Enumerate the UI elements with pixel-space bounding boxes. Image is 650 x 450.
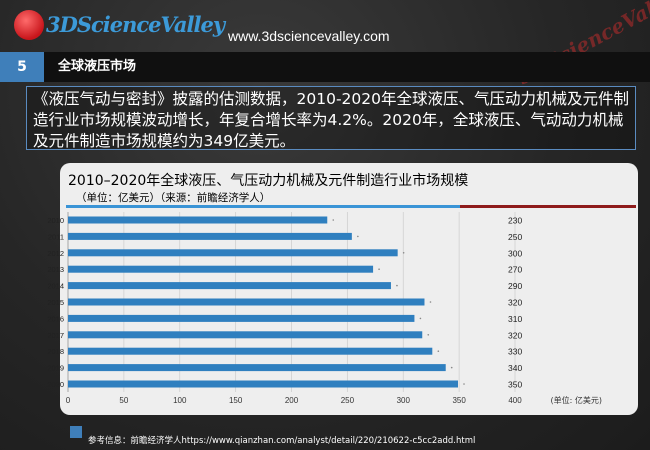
bar xyxy=(68,249,398,257)
site-url[interactable]: www.3dsciencevalley.com xyxy=(228,28,390,44)
category-label: 2011 xyxy=(48,232,64,241)
category-label: 2010 xyxy=(47,216,64,225)
value-label: 330 xyxy=(508,347,522,357)
bar xyxy=(68,232,352,240)
bar xyxy=(68,282,391,290)
category-label: 2015 xyxy=(47,298,64,307)
value-label: 320 xyxy=(508,330,522,340)
bar xyxy=(68,265,374,273)
value-label: 290 xyxy=(508,281,522,291)
bar-end-dot xyxy=(378,268,380,271)
x-tick-label: 150 xyxy=(229,396,243,405)
value-label: 230 xyxy=(508,216,522,226)
logo: 3DScienceValley xyxy=(6,4,225,44)
category-label: 2013 xyxy=(47,265,64,274)
category-label: 2019 xyxy=(47,364,64,373)
bar-end-dot xyxy=(357,235,359,238)
bar-end-dot xyxy=(450,366,453,369)
bar xyxy=(68,298,425,306)
bar-end-dot xyxy=(332,219,335,221)
value-label: 340 xyxy=(508,363,522,373)
value-label: 300 xyxy=(508,248,522,258)
title-rule-blue xyxy=(66,205,460,208)
bar-end-dot xyxy=(463,383,465,385)
footer-reference[interactable]: 参考信息：前瞻经济学人https://www.qianzhan.com/anal… xyxy=(88,436,476,446)
title-rule-red xyxy=(460,205,636,208)
bar xyxy=(68,314,415,322)
category-label: 2017 xyxy=(47,331,64,340)
category-label: 2014 xyxy=(47,282,64,291)
x-tick-label: 100 xyxy=(173,396,187,405)
x-tick-label: 300 xyxy=(397,396,411,405)
x-tick-label: 0 xyxy=(66,396,71,405)
bar-end-dot xyxy=(427,334,430,336)
x-tick-label: 200 xyxy=(285,396,299,405)
value-label: 350 xyxy=(508,380,522,390)
value-label: 320 xyxy=(508,298,522,308)
bar-end-dot xyxy=(437,350,440,353)
bar-end-dot xyxy=(396,284,398,287)
x-tick-label: 250 xyxy=(341,396,355,405)
x-tick-label: 350 xyxy=(452,396,466,405)
section-number: 5 xyxy=(0,52,44,82)
bar xyxy=(68,331,423,339)
x-axis-label: (单位: 亿美元) xyxy=(551,395,602,405)
footer-icon xyxy=(70,426,82,438)
bar xyxy=(68,216,328,224)
category-label: 2018 xyxy=(47,347,64,356)
bar-end-dot xyxy=(419,317,422,320)
category-label: 2016 xyxy=(47,314,64,323)
bar xyxy=(68,380,459,388)
category-label: 2012 xyxy=(47,249,64,258)
section-header-bar xyxy=(0,52,650,82)
bar-end-dot xyxy=(402,252,405,254)
chart-subtitle: （单位：亿美元）（来源：前瞻经济学人） xyxy=(76,192,271,204)
category-label: 2020 xyxy=(47,380,64,389)
bar xyxy=(68,347,433,355)
value-label: 270 xyxy=(508,265,522,275)
summary-text: 《液压气动与密封》披露的估测数据，2010-2020年全球液压、气压动力机械及元… xyxy=(26,86,636,150)
x-tick-label: 400 xyxy=(508,396,522,405)
bar xyxy=(68,364,446,372)
x-tick-label: 50 xyxy=(119,396,128,405)
value-label: 250 xyxy=(508,232,522,242)
value-label: 310 xyxy=(508,314,522,324)
logo-text: 3DScienceValley xyxy=(46,12,225,37)
bar-end-dot xyxy=(429,301,432,303)
chart-title: 2010–2020年全球液压、气压动力机械及元件制造行业市场规模 xyxy=(68,173,469,189)
section-title: 全球液压市场 xyxy=(58,59,137,74)
logo-globe-icon xyxy=(14,10,44,40)
